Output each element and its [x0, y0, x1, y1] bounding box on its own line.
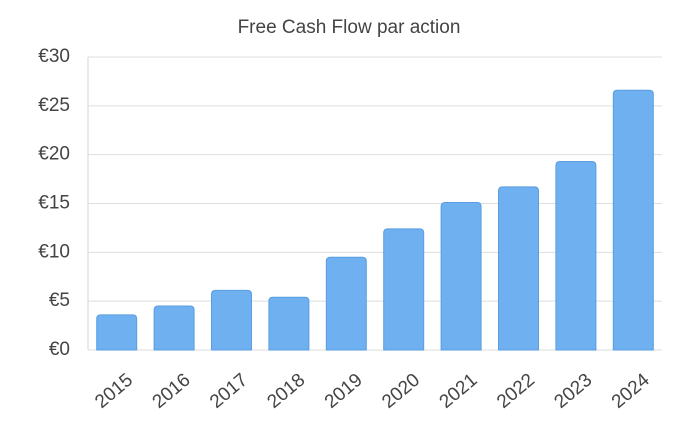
bar — [211, 289, 252, 351]
y-tick-label: €0 — [49, 339, 70, 360]
bar — [498, 186, 539, 351]
x-tick-label: 2020 — [378, 370, 424, 413]
y-tick-label: €10 — [38, 241, 70, 262]
x-tick-label: 2021 — [436, 370, 482, 413]
bar — [440, 202, 482, 351]
x-tick-label: 2023 — [550, 370, 596, 413]
y-tick-label: €20 — [38, 144, 70, 165]
bar — [96, 314, 138, 351]
x-tick-label: 2022 — [493, 370, 539, 413]
x-tick-label: 2017 — [206, 370, 252, 413]
x-tick-label: 2016 — [149, 370, 195, 413]
y-tick-label: €30 — [38, 46, 70, 67]
x-tick-label: 2015 — [91, 370, 137, 413]
bar — [555, 161, 597, 351]
bar — [612, 89, 654, 351]
x-tick-label: 2024 — [608, 369, 654, 413]
y-tick-label: €25 — [38, 95, 70, 116]
y-tick-label: €15 — [38, 193, 70, 214]
bar — [153, 305, 195, 351]
chart-title: Free Cash Flow par action — [238, 17, 461, 38]
bar — [268, 296, 310, 351]
y-tick-label: €5 — [49, 290, 70, 311]
x-tick-label: 2019 — [321, 370, 367, 413]
bar — [325, 256, 367, 351]
bar — [383, 228, 425, 351]
x-tick-label: 2018 — [263, 370, 309, 413]
